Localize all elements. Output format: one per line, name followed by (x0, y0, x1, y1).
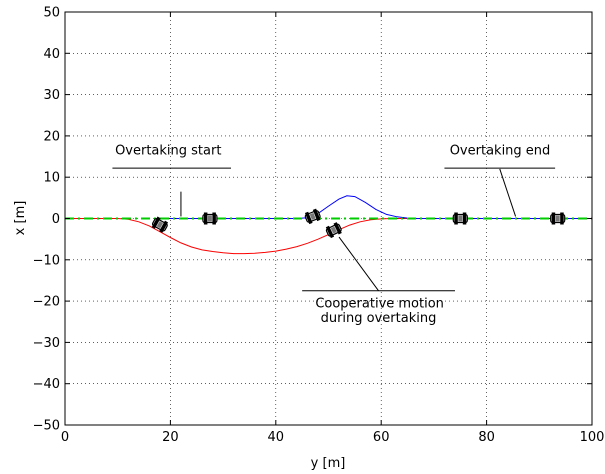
annotation-label: during overtaking (321, 311, 437, 326)
x-axis-label: y [m] (311, 456, 346, 471)
y-tick-label: −30 (33, 336, 60, 351)
annotation-pointer (499, 168, 517, 217)
annotation-label: Cooperative motion (315, 296, 444, 311)
y-tick-label: 0 (52, 212, 60, 227)
vehicle-wheel (462, 212, 467, 225)
annotation-label: Overtaking end (450, 143, 551, 158)
x-tick-label: 20 (162, 430, 179, 445)
y-tick-label: 10 (43, 171, 60, 186)
x-tick-label: 80 (478, 430, 495, 445)
series-line-2 (159, 195, 592, 219)
vehicle (304, 208, 321, 225)
x-tick-label: 60 (373, 430, 390, 445)
vehicle-cabin (309, 212, 316, 220)
vehicle-cabin (207, 215, 212, 222)
y-tick-label: −10 (33, 253, 60, 268)
vehicle-cabin (330, 226, 337, 234)
vehicle-wheel (151, 216, 161, 229)
annotation-pointer (338, 236, 379, 292)
series-layer (65, 195, 592, 255)
vehicle-wheel (454, 212, 458, 225)
vehicle-wheel (560, 212, 564, 225)
vehicle (325, 222, 342, 239)
y-tick-label: 40 (43, 47, 60, 62)
vehicle (202, 212, 218, 225)
vehicle (452, 212, 468, 225)
x-tick-label: 100 (580, 430, 605, 445)
annotation-layer: Overtaking start Overtaking end Cooperativ… (112, 143, 556, 326)
annotation-label: Overtaking start (115, 143, 221, 158)
grid (65, 12, 592, 425)
y-tick-label: −50 (33, 419, 60, 434)
y-tick-label: 50 (43, 6, 60, 21)
x-tick-label: 0 (61, 430, 69, 445)
vehicle-cabin (156, 221, 164, 229)
vehicle (151, 216, 169, 233)
y-tick-label: 30 (43, 88, 60, 103)
vehicle-wheel (304, 211, 313, 225)
vehicle (550, 212, 566, 225)
x-tick-label: 40 (268, 430, 285, 445)
vehicle-cabin (555, 215, 560, 222)
y-axis-label: x [m] (13, 201, 28, 236)
vehicle-layer (151, 208, 566, 239)
series-line-1 (65, 218, 592, 255)
vehicle-wheel (312, 208, 321, 222)
vehicle-wheel (212, 212, 216, 225)
y-tick-label: −40 (33, 377, 60, 392)
vehicle-wheel (325, 225, 335, 239)
tick-layer: 0 20 40 60 80 100 −50 −40 −30 −20 −10 0 10 20 30 40 50 (33, 6, 605, 446)
y-tick-label: 20 (43, 129, 60, 144)
vehicle-wheel (333, 222, 342, 235)
vehicle-wheel (551, 212, 556, 225)
vehicle-wheel (203, 212, 208, 225)
vehicle-wheel (159, 220, 169, 233)
vehicle-cabin (458, 215, 463, 222)
y-tick-label: −20 (33, 295, 60, 310)
